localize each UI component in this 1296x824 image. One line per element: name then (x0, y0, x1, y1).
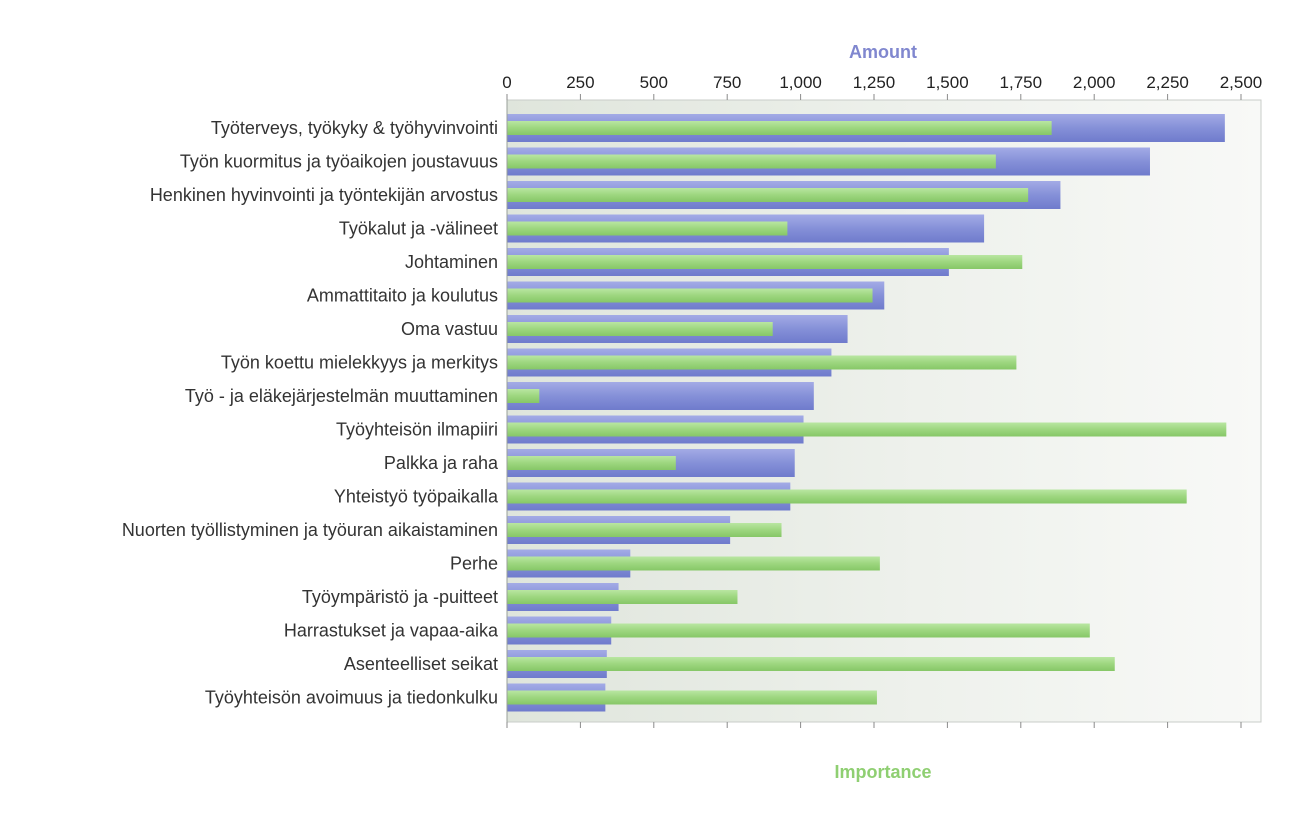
importance-bar (507, 489, 1187, 504)
category-label: Yhteistyö työpaikalla (334, 487, 499, 507)
importance-bar (507, 456, 676, 470)
category-label: Oma vastuu (401, 319, 498, 339)
top-tick-label: 2,250 (1146, 73, 1189, 92)
category-label: Harrastukset ja vapaa-aika (284, 621, 499, 641)
amount-bar (507, 382, 814, 410)
importance-bar (507, 255, 1023, 269)
top-tick-label: 250 (566, 73, 594, 92)
importance-bar (507, 288, 873, 303)
top-tick-label: 1,750 (1000, 73, 1043, 92)
top-tick-label: 1,500 (926, 73, 969, 92)
category-label: Työyhteisön avoimuus ja tiedonkulku (205, 688, 498, 708)
importance-bar (507, 657, 1115, 671)
category-label: Työn koettu mielekkyys ja merkitys (221, 353, 498, 373)
category-label: Työympäristö ja -puitteet (302, 587, 498, 607)
top-tick-label: 1,250 (853, 73, 896, 92)
category-label: Perhe (450, 554, 498, 574)
top-tick-label: 2,500 (1220, 73, 1263, 92)
category-label: Työterveys, työkyky & työhyvinvointi (211, 118, 498, 138)
category-label: Henkinen hyvinvointi ja työntekijän arvo… (150, 185, 498, 205)
category-label: Ammattitaito ja koulutus (307, 286, 498, 306)
importance-bar (507, 355, 1017, 370)
importance-bar (507, 121, 1052, 135)
category-label: Johtaminen (405, 252, 498, 272)
importance-bar (507, 322, 773, 336)
category-label: Työkalut ja -välineet (339, 219, 498, 239)
category-label: Nuorten työllistyminen ja työuran aikais… (122, 520, 498, 540)
importance-bar (507, 422, 1227, 437)
importance-bar (507, 523, 782, 537)
category-label: Asenteelliset seikat (344, 654, 498, 674)
importance-bar (507, 221, 788, 236)
category-label: Työyhteisön ilmapiiri (336, 420, 498, 440)
top-axis-title: Amount (849, 42, 917, 62)
importance-bar (507, 188, 1029, 202)
importance-bar (507, 623, 1090, 638)
importance-bar (507, 556, 880, 571)
bottom-axis-title: Importance (834, 762, 931, 782)
importance-bar (507, 590, 738, 604)
top-tick-label: 2,000 (1073, 73, 1116, 92)
importance-bar (507, 154, 996, 169)
top-tick-label: 500 (640, 73, 668, 92)
importance-bar (507, 690, 877, 705)
top-tick-label: 750 (713, 73, 741, 92)
category-label: Palkka ja raha (384, 453, 499, 473)
category-label: Työ - ja eläkejärjestelmän muuttaminen (185, 386, 498, 406)
importance-bar (507, 389, 540, 403)
top-tick-label: 1,000 (779, 73, 822, 92)
top-tick-label: 0 (502, 73, 511, 92)
category-label: Työn kuormitus ja työaikojen joustavuus (180, 152, 498, 172)
